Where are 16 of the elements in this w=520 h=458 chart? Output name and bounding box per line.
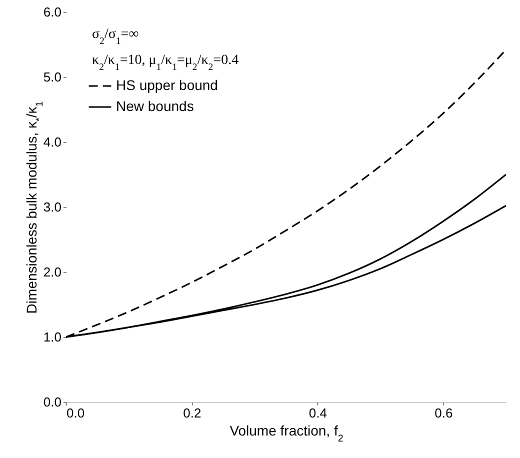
annotation: σ$_{2}$/σ$_{1}$=∞ (92, 27, 139, 46)
y-tick-label: 1.0 (43, 330, 62, 344)
y-tick-label: 5.0 (43, 70, 62, 84)
legend-label: HS upper bound (116, 77, 218, 93)
x-tick-label: 0.2 (183, 406, 202, 420)
y-tick-label: 6.0 (43, 4, 62, 20)
x-axis-title: Volume fraction, f$_{2}$ (230, 422, 344, 444)
x-tick-label: 0.4 (308, 406, 327, 420)
text: κ$_{2}$/κ$_{1}$=10, μ$_{1}$/κ$_{1}$=μ$_{2}$/κ$_{2}$=0.4 (92, 53, 239, 72)
x-tick-label: 0.6 (434, 406, 453, 420)
y-tick-label: 3.0 (43, 200, 62, 214)
legend-label: New bounds (116, 98, 194, 114)
y-tick-label: 2.0 (43, 264, 62, 280)
y-tick-label: 4.0 (43, 134, 62, 150)
x-tick-label: 0.0 (66, 406, 85, 420)
y-tick-label: 0.0 (43, 394, 62, 410)
